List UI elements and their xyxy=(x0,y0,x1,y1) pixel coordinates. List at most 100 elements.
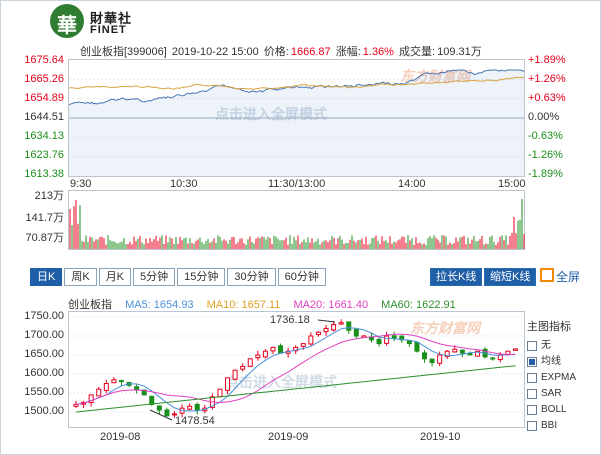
kline-axis-label: 1650.00 xyxy=(24,348,64,360)
indicator-sar[interactable]: SAR xyxy=(527,386,597,402)
candle-body xyxy=(262,350,268,358)
candle-body xyxy=(512,348,518,351)
candle-body xyxy=(422,352,428,360)
candle-body xyxy=(111,379,117,384)
pct-axis-label: +1.89% xyxy=(528,54,566,66)
pct-axis-label: -0.63% xyxy=(528,130,563,142)
zoom-out-kline-button[interactable]: 缩短K线 xyxy=(484,268,537,286)
candle-body xyxy=(247,358,253,367)
kline-axis-label: 1700.00 xyxy=(24,329,64,341)
candle-body xyxy=(225,377,231,391)
kline-axis-label: 1550.00 xyxy=(24,386,64,398)
price-value: 1666.87 xyxy=(290,46,331,58)
candle-body xyxy=(270,346,276,352)
candle-body xyxy=(414,341,420,352)
candle-body xyxy=(164,409,170,417)
ma20-line xyxy=(75,333,516,405)
tab-15min[interactable]: 15分钟 xyxy=(177,268,226,286)
price-axis-label: 1613.38 xyxy=(24,168,64,180)
candle-body xyxy=(171,413,177,416)
candle-body xyxy=(323,327,329,333)
brand-en: FINET xyxy=(90,24,127,36)
time-label: 15:00 xyxy=(498,178,526,190)
low-pointer xyxy=(149,409,173,421)
change-label: 涨幅: xyxy=(335,46,361,58)
zoom-in-kline-button[interactable]: 拉长K线 xyxy=(430,268,483,286)
candle-body xyxy=(467,352,473,356)
indicator-none[interactable]: 无 xyxy=(527,338,597,354)
candle-body xyxy=(490,357,496,360)
candle-body xyxy=(103,383,109,391)
checkbox-icon xyxy=(527,405,537,415)
candle-body xyxy=(452,348,458,353)
candle-body xyxy=(353,328,359,337)
time-label: 9:30 xyxy=(70,178,92,190)
price-axis-label: 1665.26 xyxy=(24,73,64,85)
fullscreen-button[interactable]: 全屏 xyxy=(540,268,580,285)
indicator-boll[interactable]: BOLL xyxy=(527,402,597,418)
indicator-ma[interactable]: 均线 xyxy=(527,354,597,370)
pct-axis-label: 0.00% xyxy=(528,111,560,123)
indicator-bbi[interactable]: BBI xyxy=(527,418,597,434)
index-name: 创业板指[399006] xyxy=(80,46,167,58)
logo-mark-icon: 華 xyxy=(50,4,84,38)
ma5-line xyxy=(75,327,516,412)
kline-chart[interactable] xyxy=(68,311,525,428)
watermark-logo: 东方财富网 xyxy=(410,320,480,336)
indicator-expma[interactable]: EXPMA xyxy=(527,370,597,386)
candle-body xyxy=(444,350,450,357)
ma10-value: MA10: 1657.11 xyxy=(206,299,281,311)
quote-info: 创业板指[399006] 2019-10-22 15:00 价格: 1666.87… xyxy=(80,43,484,59)
volume-chart xyxy=(68,190,525,250)
finet-logo: 華 財華社 FINET xyxy=(50,4,250,38)
candle-body xyxy=(429,358,435,364)
kline-axis-label: 1600.00 xyxy=(24,367,64,379)
candle-body xyxy=(240,365,246,370)
candle-body xyxy=(118,380,124,383)
price-axis-label: 1654.89 xyxy=(24,92,64,104)
ma20-value: MA20: 1661.40 xyxy=(293,299,369,311)
tab-60min[interactable]: 60分钟 xyxy=(277,268,326,286)
tab-weekly-k[interactable]: 周K xyxy=(64,268,97,286)
tab-5min[interactable]: 5分钟 xyxy=(133,268,176,286)
time-label: 14:00 xyxy=(398,178,426,190)
indicator-title: 主图指标 xyxy=(527,321,571,333)
brand-cn: 財華社 xyxy=(90,11,133,26)
tab-30min[interactable]: 30分钟 xyxy=(227,268,276,286)
candle-body xyxy=(376,338,382,345)
change-value: 1.36% xyxy=(362,46,394,58)
candle-body xyxy=(88,394,94,403)
price-axis-label: 1623.76 xyxy=(24,149,64,161)
candle-body xyxy=(187,405,193,410)
tab-daily-k[interactable]: 日K xyxy=(30,268,63,286)
checkbox-icon xyxy=(527,373,537,383)
pct-axis-label: +1.26% xyxy=(528,73,566,85)
volume-axis-label: 141.7万 xyxy=(25,212,64,224)
candle-body xyxy=(232,369,238,380)
kline-axis-label: 1750.00 xyxy=(24,310,64,322)
fullscreen-icon xyxy=(540,268,554,282)
pct-axis-label: +0.63% xyxy=(528,92,566,104)
kline-high-label: 1736.18 xyxy=(270,314,310,326)
candle-body xyxy=(475,350,481,357)
time-label: 11:30/13:00 xyxy=(268,178,326,190)
candle-body xyxy=(505,350,511,355)
ma-legend: 创业板指 MA5: 1654.93 MA10: 1657.11 MA20: 16… xyxy=(68,296,466,312)
kline-low-label: 1478.54 xyxy=(175,415,215,427)
volume-value: 109.31万 xyxy=(437,46,482,58)
date-label: 2019-08 xyxy=(100,431,141,443)
candle-body xyxy=(194,403,200,411)
candle-body xyxy=(346,321,352,331)
price-label: 价格: xyxy=(263,46,289,58)
candle-body xyxy=(278,345,284,354)
candle-body xyxy=(300,343,306,347)
ma60-line xyxy=(75,365,516,413)
candle-body xyxy=(156,405,162,411)
date-label: 2019-09 xyxy=(268,431,309,443)
candle-body xyxy=(459,349,465,354)
high-pointer xyxy=(317,319,336,323)
tab-monthly-k[interactable]: 月K xyxy=(98,268,132,286)
candle-body xyxy=(96,388,102,397)
date-label: 2019-10 xyxy=(420,431,461,443)
